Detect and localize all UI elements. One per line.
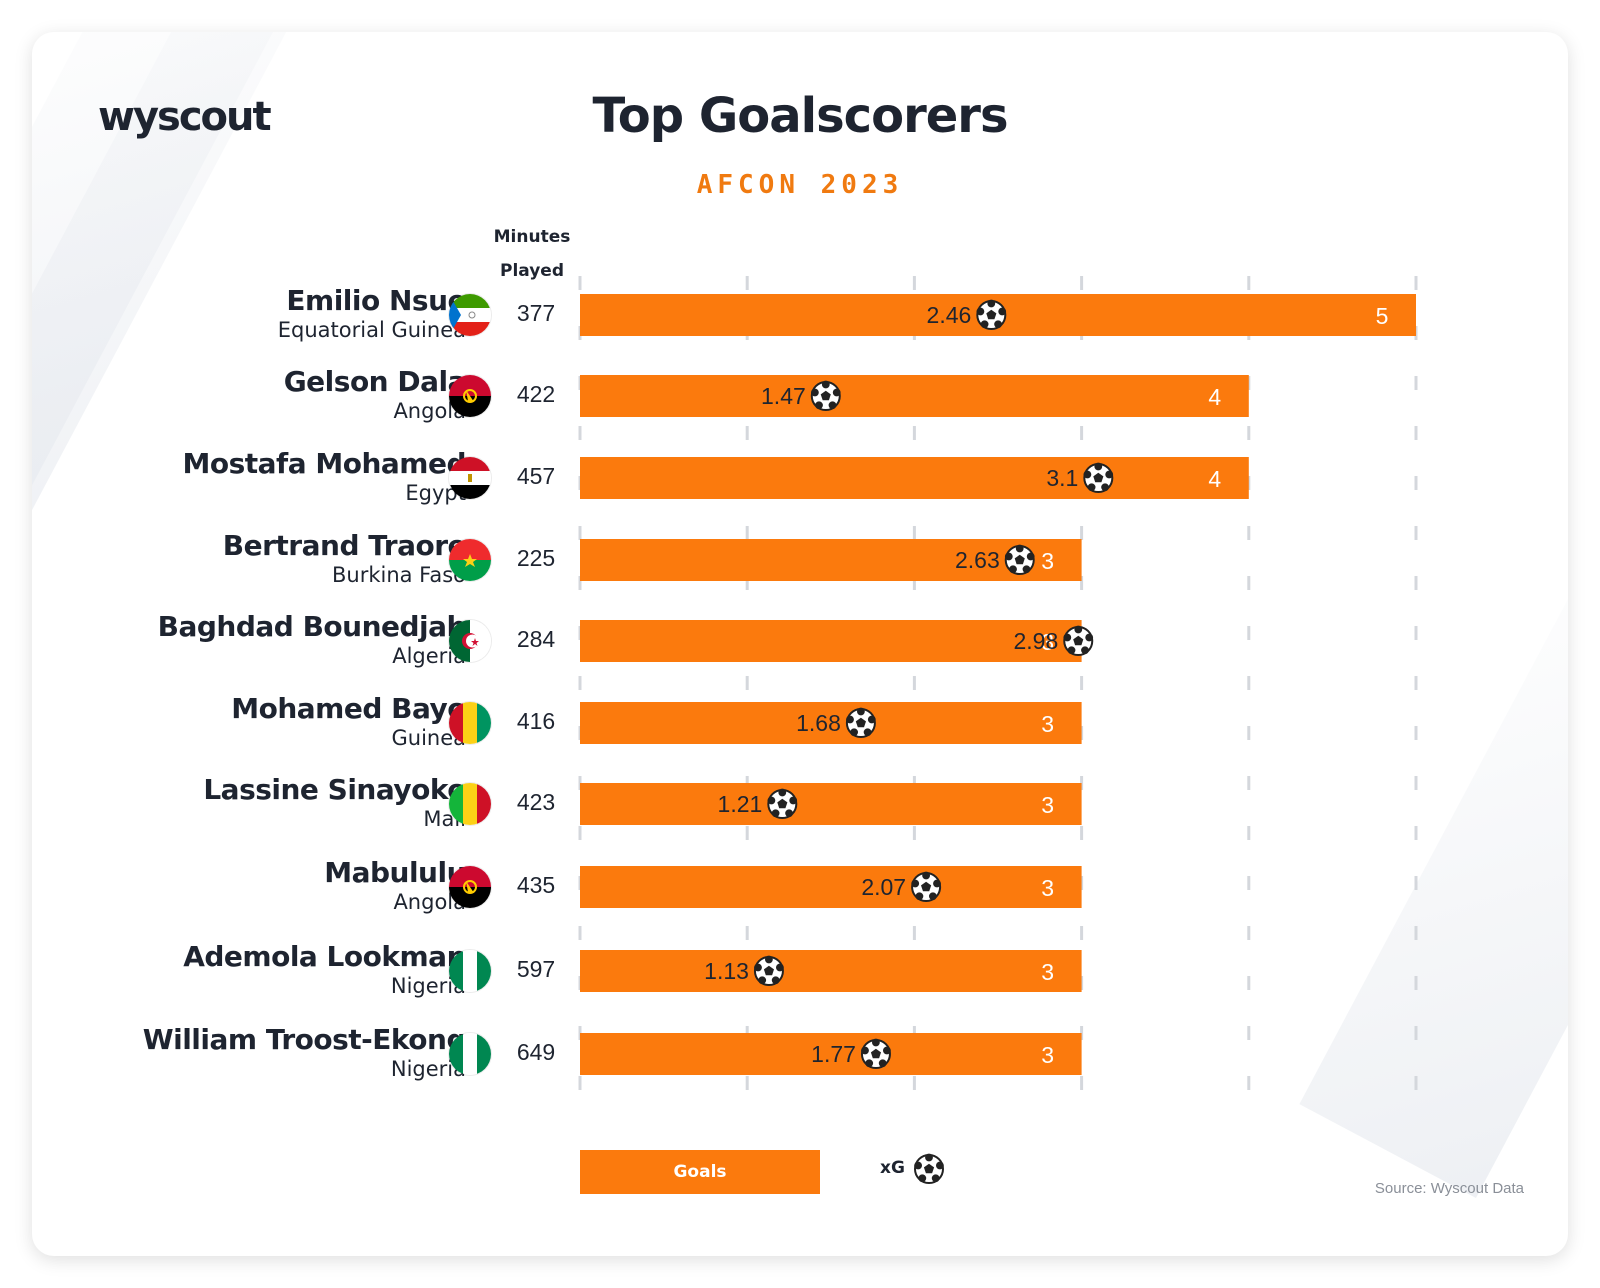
nigeria-flag-icon xyxy=(449,1033,491,1075)
goals-bar xyxy=(580,783,1082,825)
equatorial-guinea-flag-icon xyxy=(449,294,491,336)
player-row: Ademola Lookman Nigeria 597 xyxy=(32,940,1568,1004)
bar-chart: 52.4641.4743.132.6332.9831.6831.2132.073… xyxy=(578,276,1418,1104)
player-row: Gelson Dala Angola 422 xyxy=(32,365,1568,429)
source-note: Source: Wyscout Data xyxy=(1374,1180,1524,1197)
minutes-played-value: 377 xyxy=(516,300,556,326)
xg-value-label: 1.68 xyxy=(796,710,841,736)
minutes-header-line1: Minutes xyxy=(493,227,571,247)
chart-title: Top Goalscorers xyxy=(592,88,1008,144)
goals-value-label: 3 xyxy=(1041,548,1054,574)
legend-ball-shape xyxy=(914,1153,944,1184)
xg-value-label: 2.46 xyxy=(927,302,972,328)
goals-value-label: 3 xyxy=(1041,629,1054,655)
xg-ball-icon xyxy=(767,788,798,819)
goals-bar xyxy=(580,457,1249,499)
minutes-header-line2: Played xyxy=(499,261,564,281)
player-row: Bertrand Traore Burkina Faso 225 xyxy=(32,529,1568,593)
minutes-played-value: 284 xyxy=(516,626,556,652)
player-row: Baghdad Bounedjah Algeria 284 xyxy=(32,610,1568,674)
goals-bar xyxy=(580,539,1082,581)
xg-value-label: 1.21 xyxy=(718,791,763,817)
xg-ball-icon xyxy=(810,380,841,411)
goals-bar xyxy=(580,950,1082,992)
player-row: Mabululu Angola 435 xyxy=(32,856,1568,920)
minutes-played-value: 225 xyxy=(516,545,556,571)
chart-card: wyscout Top Goalscorers AFCON 2023 Minut… xyxy=(32,32,1568,1256)
player-name: Lassine Sinayoko xyxy=(203,773,466,806)
wyscout-logo: wyscout xyxy=(98,94,272,140)
minutes-played-value: 423 xyxy=(516,789,556,815)
player-row: William Troost-Ekong Nigeria 649 xyxy=(32,1023,1568,1087)
minutes-played-value: 435 xyxy=(516,872,556,898)
angola-flag-icon xyxy=(449,375,491,417)
player-name: Mabululu xyxy=(324,856,466,889)
minutes-played-value: 597 xyxy=(516,956,556,982)
egypt-flag-icon xyxy=(449,457,491,499)
goals-bar xyxy=(580,866,1082,908)
player-name: Baghdad Bounedjah xyxy=(157,610,467,643)
goals-value-label: 4 xyxy=(1208,466,1221,492)
xg-value-label: 1.77 xyxy=(811,1041,856,1067)
legend-xg-ball-icon xyxy=(914,1153,944,1184)
goals-value-label: 5 xyxy=(1376,303,1389,329)
goals-value-label: 3 xyxy=(1041,1042,1054,1068)
player-name: Mohamed Bayo xyxy=(231,692,466,725)
goals-value-label: 3 xyxy=(1041,711,1054,737)
xg-ball-icon xyxy=(860,1038,891,1069)
goals-value-label: 3 xyxy=(1041,875,1054,901)
minutes-played-header: Minutes Played xyxy=(490,220,574,288)
xg-ball-icon xyxy=(1004,544,1035,575)
minutes-played-value: 457 xyxy=(516,463,556,489)
xg-ball-icon xyxy=(1063,625,1094,656)
angola-flag-icon xyxy=(449,866,491,908)
xg-ball-icon xyxy=(1083,462,1114,493)
xg-value-label: 1.47 xyxy=(761,383,806,409)
player-name: William Troost-Ekong xyxy=(142,1023,467,1056)
xg-ball-icon xyxy=(753,955,784,986)
goals-value-label: 4 xyxy=(1208,384,1221,410)
goals-bar xyxy=(580,702,1082,744)
player-name: Emilio Nsue xyxy=(286,284,466,317)
player-name: Mostafa Mohamed xyxy=(182,447,466,480)
xg-value-label: 2.63 xyxy=(955,547,1000,573)
player-country: Equatorial Guinea xyxy=(277,318,466,342)
player-row: Mostafa Mohamed Egypt 457 xyxy=(32,447,1568,511)
guinea-flag-icon xyxy=(449,702,491,744)
player-name: Gelson Dala xyxy=(283,365,467,398)
xg-value-label: 3.1 xyxy=(1046,465,1078,491)
minutes-played-value: 649 xyxy=(516,1039,556,1065)
goals-bar xyxy=(580,1033,1082,1075)
mali-flag-icon xyxy=(449,783,491,825)
player-row: Emilio Nsue Equatorial Guinea 377 xyxy=(32,284,1568,348)
minutes-played-value: 416 xyxy=(516,708,556,734)
burkina-faso-flag-icon xyxy=(449,539,491,581)
xg-value-label: 2.98 xyxy=(1013,628,1058,654)
xg-ball-icon xyxy=(911,871,942,902)
minutes-played-value: 422 xyxy=(516,381,556,407)
nigeria-flag-icon xyxy=(449,950,491,992)
legend-goals-swatch: Goals xyxy=(580,1150,820,1194)
xg-value-label: 2.07 xyxy=(861,874,906,900)
player-country: Burkina Faso xyxy=(331,563,466,587)
chart-subtitle: AFCON 2023 xyxy=(696,170,904,200)
goals-bar xyxy=(580,620,1082,662)
xg-ball-icon xyxy=(976,299,1007,330)
player-row: Lassine Sinayoko Mali 423 xyxy=(32,773,1568,837)
player-row: Mohamed Bayo Guinea 416 xyxy=(32,692,1568,756)
goals-value-label: 3 xyxy=(1041,792,1054,818)
player-name: Bertrand Traore xyxy=(222,529,467,562)
xg-ball-icon xyxy=(845,707,876,738)
legend-xg-label: xG xyxy=(880,1158,905,1178)
player-name: Ademola Lookman xyxy=(183,940,466,973)
xg-value-label: 1.13 xyxy=(704,958,749,984)
goals-value-label: 3 xyxy=(1041,959,1054,985)
goals-bar xyxy=(580,375,1249,417)
algeria-flag-icon xyxy=(449,620,491,662)
